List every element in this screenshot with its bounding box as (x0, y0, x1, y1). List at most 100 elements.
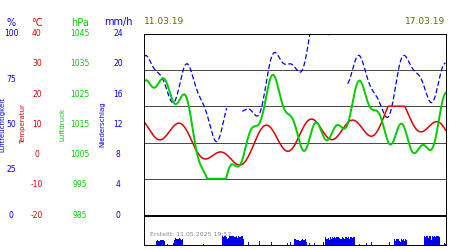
Bar (371, 242, 372, 245)
Bar (398, 239, 399, 245)
Bar (396, 240, 397, 245)
Bar (231, 236, 232, 245)
Text: 985: 985 (73, 210, 87, 220)
Bar (230, 238, 231, 245)
Bar (301, 241, 302, 245)
Bar (348, 237, 349, 245)
Bar (395, 241, 396, 245)
Bar (397, 242, 398, 245)
Text: 100: 100 (4, 29, 18, 38)
Bar (232, 236, 233, 245)
Bar (174, 241, 175, 245)
Bar (296, 240, 297, 245)
Bar (179, 240, 180, 245)
Bar (301, 240, 302, 245)
Bar (162, 240, 163, 245)
Bar (297, 241, 298, 245)
Bar (164, 241, 165, 245)
Bar (237, 238, 238, 245)
Bar (327, 244, 328, 245)
Bar (227, 239, 228, 245)
Bar (439, 237, 440, 245)
Bar (352, 241, 353, 245)
Bar (224, 236, 225, 245)
Bar (226, 238, 227, 245)
Bar (325, 241, 326, 245)
Bar (431, 244, 432, 245)
Bar (237, 238, 238, 245)
Bar (344, 238, 345, 245)
Bar (437, 239, 438, 245)
Bar (248, 242, 249, 245)
Bar (337, 238, 338, 245)
Text: 16: 16 (113, 90, 123, 99)
Bar (180, 240, 181, 245)
Bar (331, 240, 332, 245)
Bar (340, 238, 341, 245)
Bar (331, 240, 332, 245)
Bar (241, 236, 242, 245)
Bar (298, 240, 299, 245)
Bar (240, 240, 241, 245)
Bar (354, 240, 355, 245)
Bar (346, 241, 347, 245)
Bar (349, 240, 350, 245)
Bar (347, 240, 348, 245)
Bar (359, 244, 360, 245)
Bar (334, 237, 335, 245)
Bar (299, 242, 300, 245)
Bar (435, 240, 436, 245)
Bar (327, 240, 328, 245)
Bar (405, 243, 406, 245)
Bar (238, 236, 239, 245)
Bar (395, 242, 396, 245)
Bar (428, 239, 429, 245)
Bar (329, 240, 330, 245)
Bar (243, 240, 244, 245)
Bar (229, 236, 230, 245)
Bar (327, 240, 328, 245)
Bar (235, 238, 236, 245)
Bar (330, 237, 331, 245)
Text: Niederschlag: Niederschlag (99, 102, 106, 147)
Bar (160, 240, 161, 245)
Text: 1045: 1045 (70, 29, 90, 38)
Bar (332, 237, 333, 245)
Bar (325, 241, 326, 245)
Bar (395, 239, 396, 245)
Bar (296, 240, 297, 245)
Bar (339, 238, 340, 245)
Bar (350, 241, 351, 245)
Bar (432, 238, 433, 245)
Bar (178, 240, 179, 245)
Bar (231, 236, 232, 245)
Text: 17.03.19: 17.03.19 (405, 18, 446, 26)
Bar (239, 240, 240, 245)
Bar (353, 237, 354, 245)
Bar (303, 242, 304, 245)
Bar (438, 238, 439, 245)
Bar (235, 237, 236, 245)
Bar (225, 236, 226, 245)
Bar (405, 240, 406, 245)
Bar (333, 238, 334, 245)
Bar (156, 242, 157, 245)
Bar (233, 238, 234, 245)
Text: 11.03.19: 11.03.19 (144, 18, 184, 26)
Bar (175, 240, 176, 245)
Bar (350, 238, 351, 245)
Bar (354, 237, 355, 245)
Bar (337, 239, 338, 245)
Text: Temperatur: Temperatur (20, 104, 27, 144)
Bar (338, 237, 339, 245)
Bar (159, 242, 160, 245)
Bar (397, 239, 398, 245)
Bar (341, 237, 342, 245)
Bar (290, 242, 291, 245)
Bar (428, 238, 429, 245)
Bar (348, 239, 349, 245)
Bar (389, 242, 390, 245)
Bar (354, 238, 355, 245)
Bar (345, 240, 346, 245)
Bar (303, 240, 304, 245)
